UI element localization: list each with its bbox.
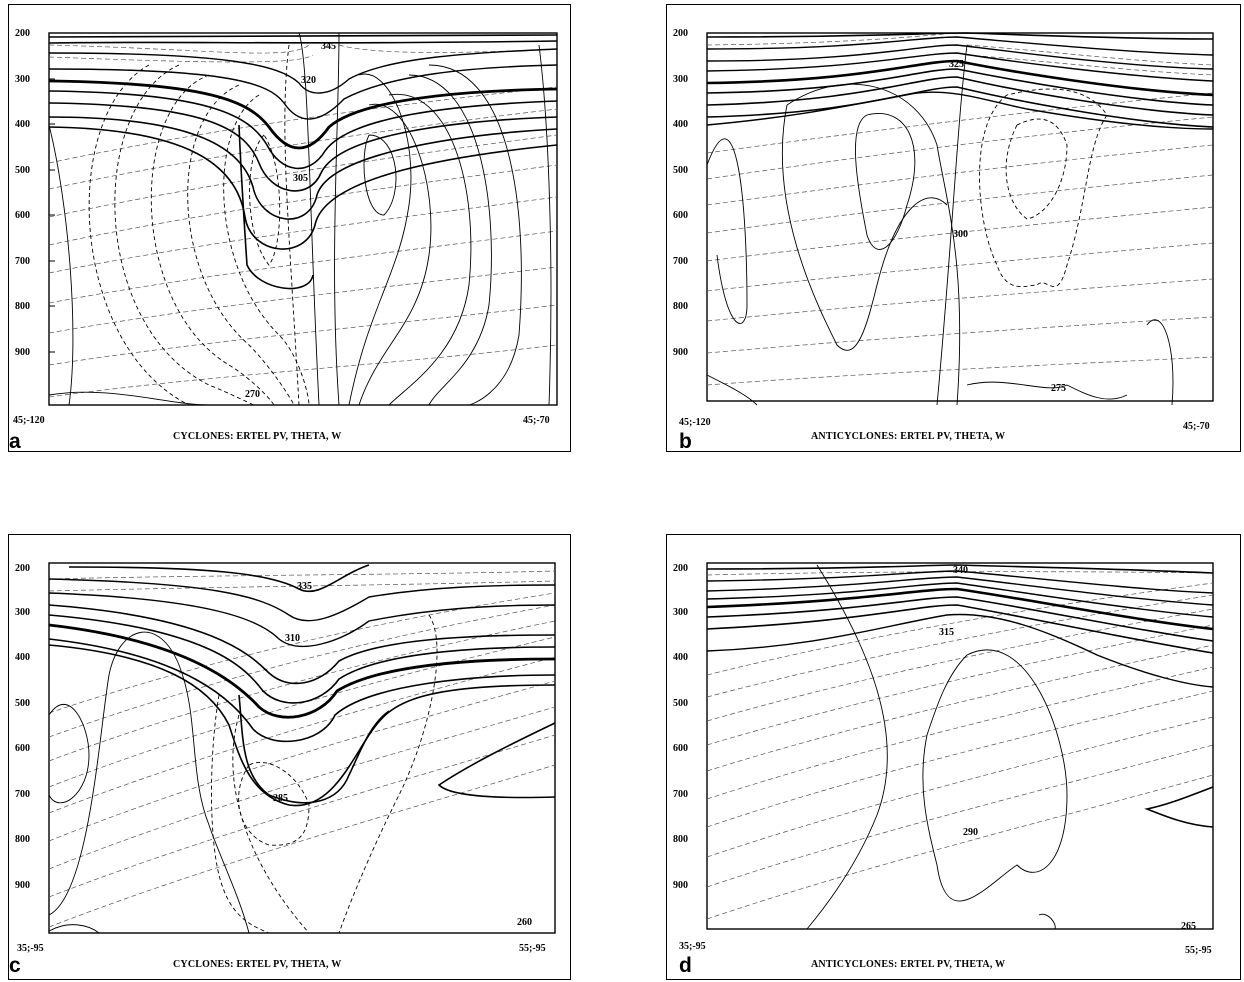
panel-c-y-axis: 200 300 400 500 600 700 800 900 bbox=[15, 563, 30, 891]
panel-b-w-contours bbox=[706, 44, 1174, 406]
panel-b-letter: b bbox=[679, 430, 692, 453]
panel-b-ytick-800: 800 bbox=[673, 301, 688, 312]
panel-d-right-label: 55;-95 bbox=[1185, 945, 1212, 956]
panel-c-w-negative bbox=[211, 614, 438, 934]
panel-c-contour-label-260: 260 bbox=[517, 917, 532, 928]
panel-c-contour-label-310: 310 bbox=[285, 633, 300, 644]
panel-a-ytick-500: 500 bbox=[15, 165, 30, 176]
panel-a-letter: a bbox=[9, 430, 21, 453]
panel-d-ytick-200: 200 bbox=[673, 563, 688, 574]
panel-b-ytick-700: 700 bbox=[673, 256, 688, 267]
panel-b-left-label: 45;-120 bbox=[679, 417, 711, 428]
panel-a-ytick-400: 400 bbox=[15, 119, 30, 130]
panel-a-left-label: 45;-120 bbox=[13, 415, 45, 426]
panel-a-ytick-300: 300 bbox=[15, 74, 30, 85]
panel-d-left-label: 35;-95 bbox=[679, 941, 706, 952]
panel-c-ytick-300: 300 bbox=[15, 607, 30, 618]
panel-c-ytick-200: 200 bbox=[15, 563, 30, 574]
panel-a-caption: CYCLONES: ERTEL PV, THETA, W bbox=[173, 431, 342, 442]
panel-b-ytick-500: 500 bbox=[673, 165, 688, 176]
panel-c-w-contours bbox=[48, 631, 250, 934]
panel-c-ytick-600: 600 bbox=[15, 743, 30, 754]
panel-a-ytick-marks bbox=[49, 32, 55, 353]
panel-d-ytick-700: 700 bbox=[673, 789, 688, 800]
panel-c-plot: 200 300 400 500 600 700 800 900 bbox=[15, 562, 556, 934]
panel-a-w-contours bbox=[48, 32, 552, 406]
panel-c-left-label: 35;-95 bbox=[17, 943, 44, 954]
panel-c-ytick-500: 500 bbox=[15, 698, 30, 709]
panel-d-letter: d bbox=[679, 954, 692, 977]
panel-b-contour-label-300: 300 bbox=[953, 229, 968, 240]
panel-a-ytick-600: 600 bbox=[15, 210, 30, 221]
panel-b-ytick-300: 300 bbox=[673, 74, 688, 85]
panel-d-ytick-900: 900 bbox=[673, 880, 688, 891]
panel-a-plot: 200 300 400 500 600 700 800 900 bbox=[15, 28, 558, 406]
panel-d-contour-label-315: 315 bbox=[939, 627, 954, 638]
panel-c-contour-label-285: 285 bbox=[273, 793, 288, 804]
panel-b: 200 300 400 500 600 700 800 900 bbox=[666, 4, 1241, 452]
panel-a-contour-label-270: 270 bbox=[245, 389, 260, 400]
panel-a-contour-label-320: 320 bbox=[301, 75, 316, 86]
panel-c-ytick-800: 800 bbox=[15, 834, 30, 845]
panel-a-ytick-800: 800 bbox=[15, 301, 30, 312]
panel-b-ytick-600: 600 bbox=[673, 210, 688, 221]
panel-c-theta-contours bbox=[48, 570, 556, 928]
panel-b-ytick-900: 900 bbox=[673, 347, 688, 358]
panel-a: 200 300 400 500 600 700 800 900 bbox=[8, 4, 571, 452]
panel-d-w-contours bbox=[806, 564, 1068, 930]
panel-a-y-axis: 200 300 400 500 600 700 800 900 bbox=[15, 28, 30, 358]
panel-a-contour-label-305: 305 bbox=[293, 173, 308, 184]
panel-d-pv-contours bbox=[706, 564, 1214, 828]
panel-a-theta-contours bbox=[48, 44, 558, 398]
panel-d-plot: 200 300 400 500 600 700 800 900 bbox=[673, 562, 1214, 932]
panel-c-ytick-700: 700 bbox=[15, 789, 30, 800]
panel-c-ytick-400: 400 bbox=[15, 652, 30, 663]
panel-c-plot-area bbox=[48, 562, 556, 934]
panel-c-contour-label-335: 335 bbox=[297, 581, 312, 592]
panel-a-ytick-700: 700 bbox=[15, 256, 30, 267]
panel-d-plot-area bbox=[706, 562, 1214, 930]
panel-a-ytick-200: 200 bbox=[15, 28, 30, 39]
panel-d-ytick-800: 800 bbox=[673, 834, 688, 845]
panel-c-letter: c bbox=[9, 954, 21, 977]
panel-c-caption: CYCLONES: ERTEL PV, THETA, W bbox=[173, 959, 342, 970]
panel-b-plot: 200 300 400 500 600 700 800 900 bbox=[673, 28, 1214, 406]
panel-a-plot-area bbox=[48, 32, 558, 406]
panel-b-caption: ANTICYCLONES: ERTEL PV, THETA, W bbox=[811, 431, 1006, 442]
panel-c-right-label: 55;-95 bbox=[519, 943, 546, 954]
panel-d-contour-label-265: 265 bbox=[1181, 921, 1196, 932]
panel-d-caption: ANTICYCLONES: ERTEL PV, THETA, W bbox=[811, 959, 1006, 970]
panel-c: 200 300 400 500 600 700 800 900 bbox=[8, 534, 571, 980]
panel-d-contour-label-290: 290 bbox=[963, 827, 978, 838]
panel-d: 200 300 400 500 600 700 800 900 bbox=[666, 534, 1241, 980]
panel-d-ytick-300: 300 bbox=[673, 607, 688, 618]
panel-b-ytick-400: 400 bbox=[673, 119, 688, 130]
panel-a-ytick-900: 900 bbox=[15, 347, 30, 358]
panel-c-ytick-900: 900 bbox=[15, 880, 30, 891]
panel-a-right-label: 45;-70 bbox=[523, 415, 550, 426]
panel-a-contour-label-345: 345 bbox=[321, 41, 336, 52]
panel-b-contour-label-325: 325 bbox=[949, 59, 964, 70]
panel-b-contour-label-275: 275 bbox=[1051, 383, 1066, 394]
panel-a-w-negative bbox=[88, 44, 310, 406]
panel-b-right-label: 45;-70 bbox=[1183, 421, 1210, 432]
panel-c-pv-contours bbox=[48, 564, 556, 807]
panel-d-ytick-500: 500 bbox=[673, 698, 688, 709]
panel-d-ytick-400: 400 bbox=[673, 652, 688, 663]
panel-d-y-axis: 200 300 400 500 600 700 800 900 bbox=[673, 563, 688, 891]
panel-b-theta-contours bbox=[706, 32, 1214, 386]
panel-b-ytick-200: 200 bbox=[673, 28, 688, 39]
panel-a-pv-contours bbox=[48, 34, 558, 290]
panel-d-contour-label-340: 340 bbox=[953, 565, 968, 576]
panel-d-ytick-600: 600 bbox=[673, 743, 688, 754]
panel-b-y-axis: 200 300 400 500 600 700 800 900 bbox=[673, 28, 688, 358]
